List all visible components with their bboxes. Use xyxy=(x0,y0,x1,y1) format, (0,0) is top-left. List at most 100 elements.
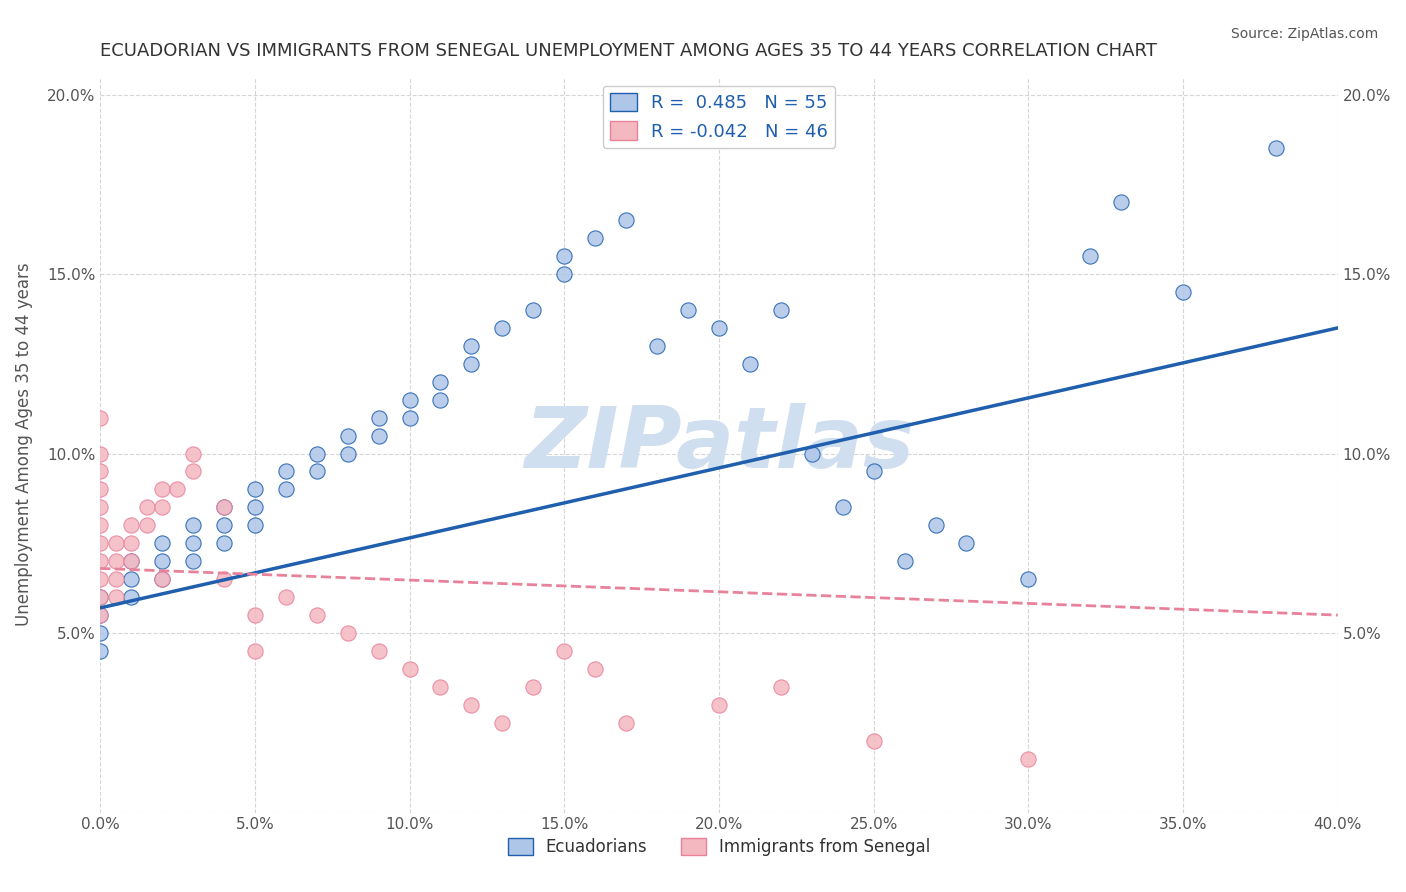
Point xyxy=(707,321,730,335)
Point xyxy=(460,698,482,712)
Point xyxy=(212,518,235,533)
Point xyxy=(150,572,173,586)
Point xyxy=(89,536,111,550)
Point xyxy=(243,518,266,533)
Point xyxy=(89,572,111,586)
Point xyxy=(89,554,111,568)
Point xyxy=(305,446,328,460)
Point xyxy=(924,518,946,533)
Point xyxy=(89,518,111,533)
Point xyxy=(429,392,451,407)
Point xyxy=(120,572,142,586)
Point xyxy=(522,302,544,317)
Point xyxy=(181,554,204,568)
Point xyxy=(89,608,111,623)
Point xyxy=(120,536,142,550)
Point xyxy=(243,644,266,658)
Point xyxy=(553,644,575,658)
Point xyxy=(181,536,204,550)
Point xyxy=(150,554,173,568)
Y-axis label: Unemployment Among Ages 35 to 44 years: Unemployment Among Ages 35 to 44 years xyxy=(15,263,32,626)
Point xyxy=(104,572,127,586)
Point xyxy=(243,608,266,623)
Point xyxy=(150,572,173,586)
Point xyxy=(367,644,389,658)
Point xyxy=(212,500,235,515)
Point xyxy=(614,213,637,227)
Point xyxy=(1264,141,1286,155)
Point xyxy=(862,733,884,747)
Point xyxy=(243,483,266,497)
Point xyxy=(181,465,204,479)
Point xyxy=(181,446,204,460)
Point xyxy=(460,339,482,353)
Point xyxy=(1017,752,1039,766)
Point xyxy=(398,662,420,676)
Point xyxy=(336,428,359,442)
Point xyxy=(645,339,668,353)
Point xyxy=(104,554,127,568)
Point xyxy=(89,446,111,460)
Point xyxy=(120,590,142,604)
Point xyxy=(460,357,482,371)
Point xyxy=(398,410,420,425)
Point xyxy=(522,680,544,694)
Point xyxy=(212,500,235,515)
Point xyxy=(893,554,915,568)
Point xyxy=(89,644,111,658)
Point xyxy=(89,465,111,479)
Point xyxy=(305,465,328,479)
Point xyxy=(166,483,188,497)
Point xyxy=(120,554,142,568)
Text: Source: ZipAtlas.com: Source: ZipAtlas.com xyxy=(1230,27,1378,41)
Point xyxy=(274,483,297,497)
Point xyxy=(89,483,111,497)
Point xyxy=(583,662,606,676)
Point xyxy=(398,392,420,407)
Point xyxy=(274,590,297,604)
Point xyxy=(769,302,792,317)
Point xyxy=(243,500,266,515)
Point xyxy=(212,572,235,586)
Legend: R =  0.485   N = 55, R = -0.042   N = 46: R = 0.485 N = 55, R = -0.042 N = 46 xyxy=(603,86,835,148)
Point xyxy=(104,590,127,604)
Point xyxy=(305,608,328,623)
Point xyxy=(491,715,513,730)
Point xyxy=(429,375,451,389)
Point xyxy=(104,536,127,550)
Point xyxy=(1109,195,1132,210)
Point xyxy=(89,500,111,515)
Point xyxy=(583,231,606,245)
Text: ECUADORIAN VS IMMIGRANTS FROM SENEGAL UNEMPLOYMENT AMONG AGES 35 TO 44 YEARS COR: ECUADORIAN VS IMMIGRANTS FROM SENEGAL UN… xyxy=(100,42,1157,60)
Point xyxy=(89,590,111,604)
Point xyxy=(1017,572,1039,586)
Point xyxy=(150,500,173,515)
Point xyxy=(135,518,157,533)
Point xyxy=(553,267,575,281)
Point xyxy=(800,446,823,460)
Point xyxy=(429,680,451,694)
Point xyxy=(676,302,699,317)
Point xyxy=(89,626,111,640)
Point xyxy=(89,590,111,604)
Point xyxy=(212,536,235,550)
Point xyxy=(150,483,173,497)
Point xyxy=(1078,249,1101,263)
Point xyxy=(769,680,792,694)
Point xyxy=(862,465,884,479)
Point xyxy=(491,321,513,335)
Point xyxy=(89,608,111,623)
Point xyxy=(553,249,575,263)
Point xyxy=(336,626,359,640)
Point xyxy=(89,410,111,425)
Point xyxy=(738,357,761,371)
Point xyxy=(120,518,142,533)
Point xyxy=(831,500,853,515)
Point xyxy=(120,554,142,568)
Point xyxy=(336,446,359,460)
Point xyxy=(150,536,173,550)
Point xyxy=(707,698,730,712)
Point xyxy=(274,465,297,479)
Point xyxy=(367,410,389,425)
Text: ZIPatlas: ZIPatlas xyxy=(524,403,914,486)
